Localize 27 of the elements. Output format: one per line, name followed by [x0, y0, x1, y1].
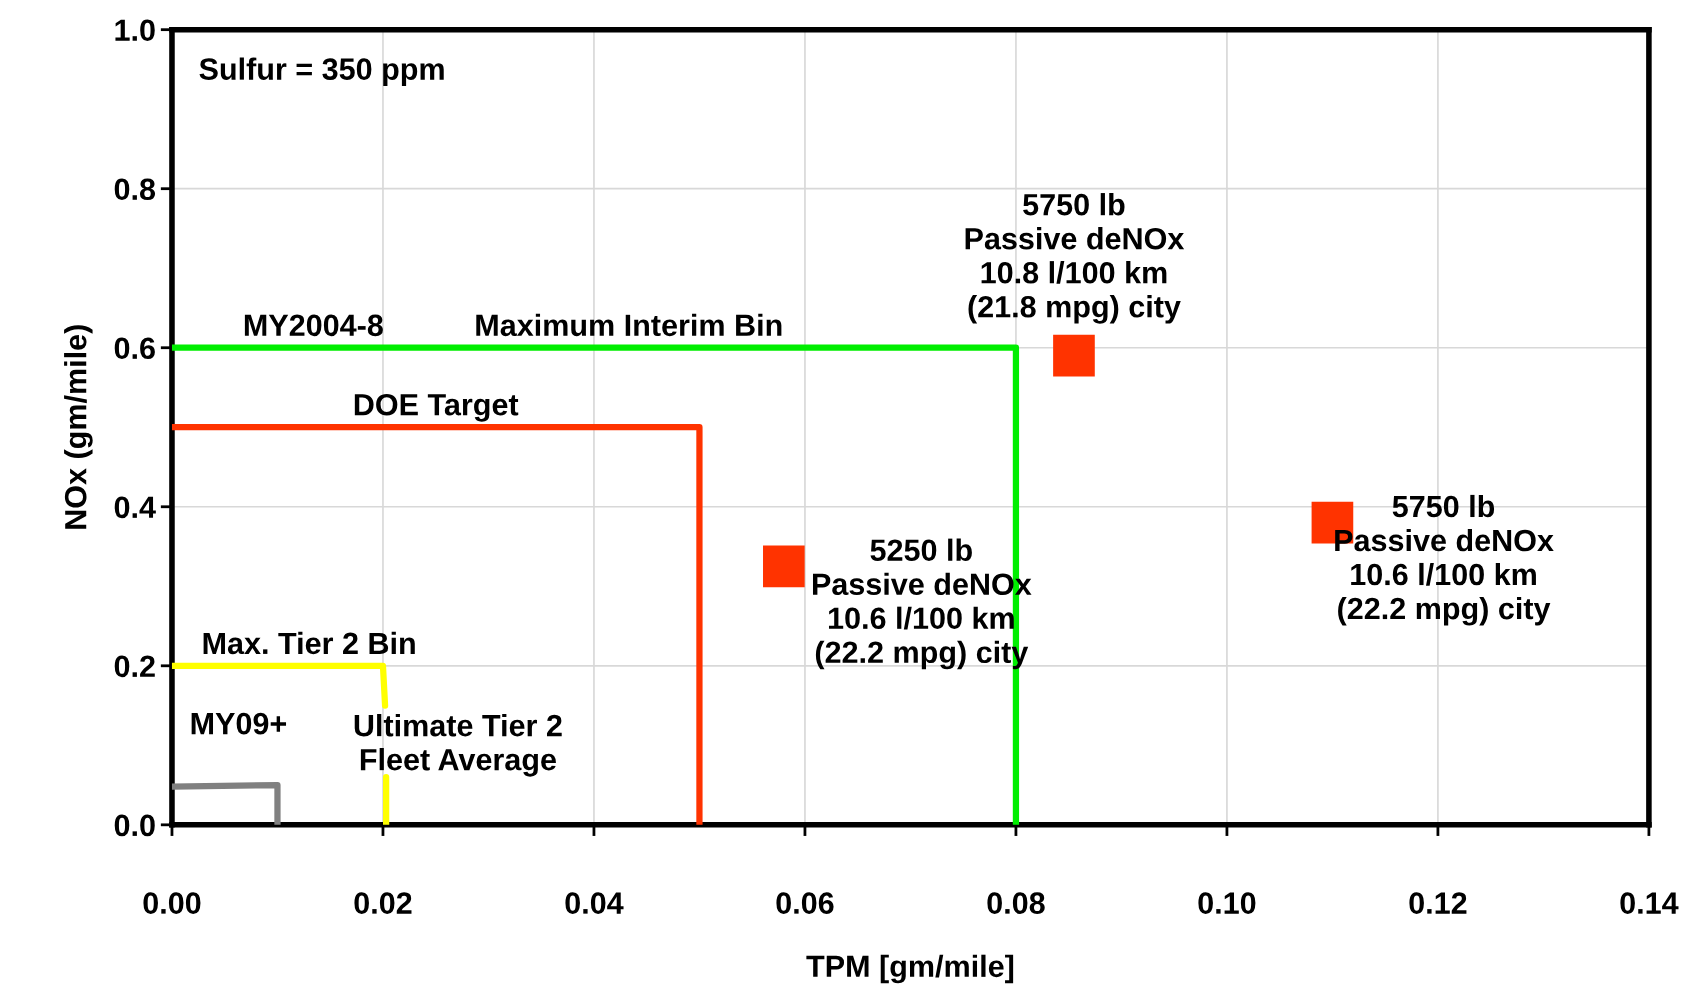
- x-tick-label: 0.02: [354, 892, 412, 914]
- y-tick-label: 1.0: [115, 19, 155, 42]
- point: [763, 545, 805, 588]
- annotation: Max. Tier 2 Bin: [203, 631, 415, 655]
- annotation: MY09+: [191, 712, 287, 735]
- x-tick-label: 0.00: [143, 892, 201, 914]
- x-tick-label: 0.12: [1409, 892, 1467, 914]
- y-axis-title: NOx (gm/mile): [64, 325, 93, 529]
- x-axis-title: TPM [gm/mile]: [806, 954, 1014, 984]
- annotation: Ultimate Tier 2 Fleet Average: [354, 713, 562, 777]
- x-tick-label: 0.06: [776, 892, 834, 914]
- annotation: MY2004-8: [244, 314, 383, 337]
- y-tick-label: 0.2: [114, 655, 155, 678]
- annotation: Maximum Interim Bin: [476, 313, 782, 337]
- x-tick-label: 0.14: [1620, 892, 1679, 914]
- x-tick-label: 0.04: [565, 892, 624, 914]
- point: [1053, 334, 1095, 377]
- y-tick-label: 0.0: [114, 814, 155, 837]
- annotation: DOE Target: [354, 393, 519, 422]
- y-tick-label: 0.8: [114, 178, 156, 201]
- x-tick-label: 0.10: [1198, 892, 1256, 914]
- annotation: 5750 lb Passive deNOx 10.8 l/100 km (21.8 mpg) city: [965, 193, 1185, 324]
- x-tick-label: 0.08: [987, 892, 1045, 914]
- y-tick-label: 0.4: [114, 496, 156, 519]
- annotation: Sulfur = 350 ppm: [199, 57, 444, 86]
- annotation: 5750 lb Passive deNOx 10.6 l/100 km (22.2 mpg) city: [1335, 494, 1554, 626]
- y-tick-label: 0.6: [114, 337, 155, 360]
